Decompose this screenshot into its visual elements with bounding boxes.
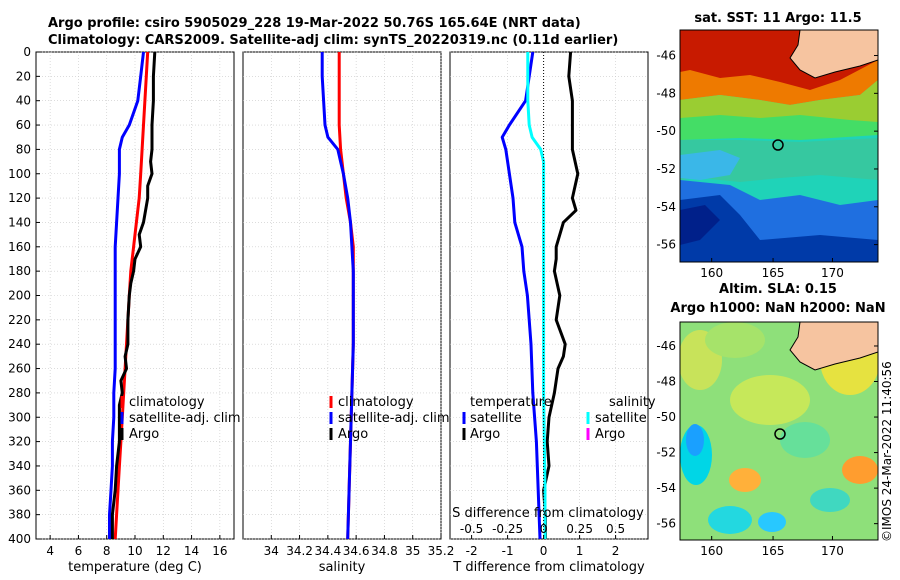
y-tick-label: 140 bbox=[8, 215, 31, 229]
map-y-tick-label: -46 bbox=[656, 49, 676, 63]
s-tick-label: 0.5 bbox=[606, 522, 625, 536]
map-x-tick-label: 170 bbox=[821, 266, 844, 280]
x-tick-label: 10 bbox=[127, 544, 142, 558]
map-y-tick-label: -48 bbox=[656, 86, 676, 100]
legend-s-satellite-label: satellite bbox=[595, 411, 647, 426]
map-y-tick-label: -46 bbox=[656, 339, 676, 353]
map-x-tick-label: 160 bbox=[700, 544, 723, 558]
map-y-tick-label: -56 bbox=[656, 517, 676, 531]
legend-temperature-title: temperature bbox=[470, 395, 552, 410]
map-x-tick-label: 165 bbox=[762, 266, 785, 280]
x-tick-label: 0 bbox=[540, 544, 548, 558]
tdiff-xlabel: T difference from climatology bbox=[452, 560, 645, 575]
sst-map bbox=[679, 29, 879, 263]
y-tick-label: 160 bbox=[8, 240, 31, 254]
s-tick-label: -0.25 bbox=[492, 522, 523, 536]
y-tick-label: 320 bbox=[8, 435, 31, 449]
s-tick-label: 0.25 bbox=[566, 522, 593, 536]
salinity-xlabel: salinity bbox=[319, 560, 366, 575]
y-tick-label: 400 bbox=[8, 532, 31, 546]
x-tick-label: 34 bbox=[264, 544, 279, 558]
figure-title-line2: Climatology: CARS2009. Satellite-adj cli… bbox=[48, 33, 619, 48]
x-tick-label: 34.4 bbox=[314, 544, 341, 558]
x-tick-label: 34.2 bbox=[286, 544, 313, 558]
series-line-satellite-adj.-clim bbox=[320, 52, 355, 540]
difference-legend: temperature satellite Argo salinity sate… bbox=[462, 395, 656, 442]
sla-map-title-line2: Argo h1000: NaN h2000: NaN bbox=[670, 301, 885, 316]
map-y-tick-label: -56 bbox=[656, 238, 676, 252]
legend-satellite-label: satellite-adj. clim bbox=[129, 411, 241, 426]
series-line-temperature-Argo bbox=[542, 51, 580, 539]
temperature-legend: climatology satellite-adj. clim Argo bbox=[120, 395, 241, 442]
y-tick-label: 180 bbox=[8, 264, 31, 278]
x-tick-label: 6 bbox=[75, 544, 83, 558]
salinity-legend: climatology satellite-adj. clim Argo bbox=[329, 395, 450, 442]
s-tick-label: -0.5 bbox=[460, 522, 483, 536]
y-tick-label: 20 bbox=[16, 69, 31, 83]
series-line-Argo bbox=[110, 51, 157, 539]
legend-climatology-label: climatology bbox=[338, 395, 414, 410]
x-tick-label: 2 bbox=[612, 544, 620, 558]
y-tick-label: 200 bbox=[8, 289, 31, 303]
map-y-tick-label: -54 bbox=[656, 481, 676, 495]
series-line-salinity-satellite bbox=[526, 52, 547, 539]
map-x-tick-label: 170 bbox=[821, 544, 844, 558]
series-line-temperature-satellite bbox=[500, 51, 542, 540]
figure-title-line1: Argo profile: csiro 5905029_228 19-Mar-2… bbox=[48, 16, 581, 31]
x-tick-label: 8 bbox=[103, 544, 111, 558]
y-tick-label: 80 bbox=[16, 142, 31, 156]
temperature-xlabel: temperature (deg C) bbox=[68, 560, 202, 575]
map-y-tick-label: -52 bbox=[656, 162, 676, 176]
x-tick-label: 14 bbox=[184, 544, 199, 558]
map-y-tick-label: -52 bbox=[656, 446, 676, 460]
y-tick-label: 120 bbox=[8, 191, 31, 205]
legend-s-argo-label: Argo bbox=[595, 427, 625, 442]
series-line-satellite-adj.-clim bbox=[108, 51, 145, 539]
y-tick-label: 340 bbox=[8, 459, 31, 473]
y-tick-label: 40 bbox=[16, 94, 31, 108]
y-tick-label: 260 bbox=[8, 362, 31, 376]
legend-t-argo-label: Argo bbox=[470, 427, 500, 442]
x-tick-label: 1 bbox=[576, 544, 584, 558]
map-x-tick-label: 165 bbox=[762, 544, 785, 558]
sla-map-title-line1: Altim. SLA: 0.15 bbox=[719, 282, 837, 297]
s-tick-label: 0 bbox=[540, 522, 548, 536]
imos-credit: ©IMOS 24-Mar-2022 11:40:56 bbox=[880, 361, 894, 542]
legend-t-satellite-label: satellite bbox=[470, 411, 522, 426]
map-x-tick-label: 160 bbox=[700, 266, 723, 280]
x-tick-label: -1 bbox=[502, 544, 514, 558]
legend-argo-label: Argo bbox=[129, 427, 159, 442]
x-tick-label: 4 bbox=[46, 544, 54, 558]
x-tick-label: -2 bbox=[466, 544, 478, 558]
legend-satellite-label: satellite-adj. clim bbox=[338, 411, 450, 426]
x-tick-label: 35.2 bbox=[428, 544, 455, 558]
map-y-tick-label: -48 bbox=[656, 375, 676, 389]
map-y-tick-label: -54 bbox=[656, 200, 676, 214]
x-tick-label: 12 bbox=[156, 544, 171, 558]
x-tick-label: 34.8 bbox=[371, 544, 398, 558]
y-tick-label: 100 bbox=[8, 167, 31, 181]
y-tick-label: 300 bbox=[8, 410, 31, 424]
x-tick-label: 16 bbox=[212, 544, 227, 558]
legend-climatology-label: climatology bbox=[129, 395, 205, 410]
legend-salinity-title: salinity bbox=[609, 395, 656, 410]
sst-map-title: sat. SST: 11 Argo: 11.5 bbox=[694, 11, 861, 26]
x-tick-label: 35 bbox=[405, 544, 420, 558]
sla-map bbox=[679, 321, 879, 541]
y-tick-label: 0 bbox=[23, 45, 31, 59]
y-tick-label: 220 bbox=[8, 313, 31, 327]
y-tick-label: 60 bbox=[16, 118, 31, 132]
map-y-tick-label: -50 bbox=[656, 410, 676, 424]
y-tick-label: 240 bbox=[8, 337, 31, 351]
map-y-tick-label: -50 bbox=[656, 124, 676, 138]
sdiff-label: S difference from climatology bbox=[452, 506, 644, 521]
y-tick-label: 360 bbox=[8, 483, 31, 497]
y-tick-label: 280 bbox=[8, 386, 31, 400]
x-tick-label: 34.6 bbox=[343, 544, 370, 558]
y-tick-label: 380 bbox=[8, 508, 31, 522]
legend-argo-label: Argo bbox=[338, 427, 368, 442]
